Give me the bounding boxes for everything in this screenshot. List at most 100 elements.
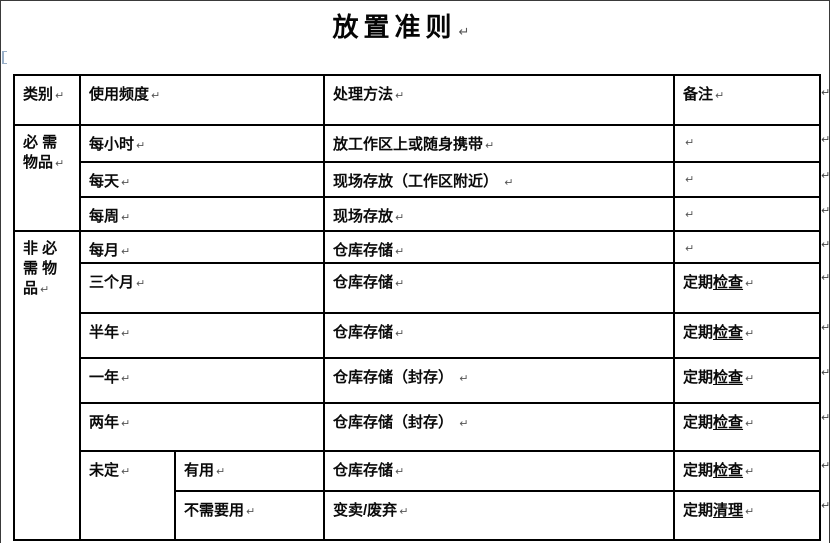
method-cell[interactable]: 仓库存储 ↵: [323, 312, 676, 359]
frequency-label: 每天: [89, 173, 120, 190]
frequency-cell[interactable]: 每周 ↵: [78, 196, 326, 232]
header-remark-label: 备注: [683, 86, 714, 103]
paragraph-mark-icon: ↵: [151, 90, 161, 102]
method-cell[interactable]: 变卖/废弃 ↵: [323, 490, 676, 541]
header-frequency-cell[interactable]: 使用频度 ↵: [78, 74, 326, 126]
remark-label-underlined: 检查: [713, 414, 744, 431]
frequency-cell[interactable]: 每月 ↵: [78, 230, 326, 264]
paragraph-mark-icon: ↵: [121, 246, 131, 258]
row-end-mark-icon: ↵: [821, 367, 830, 379]
method-cell[interactable]: 放工作区上或随身携带 ↵: [323, 124, 676, 163]
frequency-label: 半年: [89, 324, 120, 341]
table-row: 三个月 ↵ 仓库存储 ↵ 定期检查 ↵: [14, 262, 822, 314]
header-category-cell[interactable]: 类别 ↵: [13, 74, 81, 126]
header-method-cell[interactable]: 处理方法 ↵: [323, 74, 676, 126]
remark-cell[interactable]: 定期检查 ↵: [673, 262, 822, 314]
remark-label: 定期: [683, 274, 714, 291]
paragraph-mark-icon: ↵: [136, 140, 146, 152]
paragraph-mark-icon: ↵: [395, 246, 405, 258]
paragraph-mark-icon: ↵: [745, 373, 755, 385]
table-row: 不需要用 ↵ 变卖/废弃 ↵ 定期清理 ↵: [14, 490, 822, 541]
frequency-cell[interactable]: 半年 ↵: [78, 312, 326, 359]
row-end-mark-icon: ↵: [821, 322, 830, 334]
row-end-mark-icon: ↵: [821, 272, 830, 284]
frequency-undetermined-cell[interactable]: 未定 ↵: [79, 450, 176, 541]
paragraph-mark-icon: ↵: [685, 243, 695, 255]
subcondition-cell[interactable]: 不需要用 ↵: [173, 490, 326, 541]
method-label: 仓库存储（封存）: [333, 414, 454, 431]
text-cursor-mark: [2, 51, 7, 64]
remark-cell[interactable]: 定期检查 ↵: [673, 312, 822, 359]
method-label: 现场存放: [333, 208, 394, 225]
paragraph-mark-icon: ↵: [121, 212, 131, 224]
remark-cell[interactable]: ↵: [673, 196, 822, 232]
paragraph-mark-icon: ↵: [685, 137, 695, 149]
remark-label: 定期: [683, 502, 714, 519]
header-remark-cell[interactable]: 备注 ↵: [673, 74, 822, 126]
method-cell[interactable]: 仓库存储 ↵: [323, 450, 676, 492]
paragraph-mark-icon: ↵: [715, 90, 725, 102]
method-label: 仓库存储（封存）: [333, 369, 454, 386]
remark-label-underlined: 检查: [713, 274, 744, 291]
remark-label: 定期: [683, 324, 714, 341]
method-label: 仓库存储: [333, 324, 394, 341]
category-nonessential-cell[interactable]: 非 必 需 物 品 ↵: [13, 230, 81, 541]
method-cell[interactable]: 仓库存储 ↵: [323, 230, 676, 264]
row-end-mark-icon: ↵: [821, 87, 830, 99]
remark-label: 定期: [683, 369, 714, 386]
subcondition-cell[interactable]: 有用 ↵: [173, 450, 326, 492]
remark-label-underlined: 清理: [713, 502, 744, 519]
header-category-label: 类别: [23, 86, 54, 103]
paragraph-mark-icon: ↵: [745, 418, 755, 430]
category-essential-cell[interactable]: 必 需 物品 ↵: [13, 124, 81, 232]
row-end-mark-icon: ↵: [821, 205, 830, 217]
table-row: 两年 ↵ 仓库存储（封存） ↵ 定期检查 ↵: [14, 402, 822, 452]
remark-cell[interactable]: 定期检查 ↵: [673, 402, 822, 452]
method-cell[interactable]: 现场存放（工作区附近） ↵: [323, 161, 676, 198]
paragraph-mark-icon: ↵: [216, 466, 226, 478]
method-cell[interactable]: 仓库存储（封存） ↵: [323, 357, 676, 404]
remark-cell[interactable]: 定期清理 ↵: [673, 490, 822, 541]
header-frequency-label: 使用频度: [89, 86, 150, 103]
remark-label: 定期: [683, 414, 714, 431]
table-header-row: 类别 ↵ 使用频度 ↵ 处理方法 ↵ 备注 ↵: [13, 74, 822, 126]
paragraph-mark-icon: ↵: [121, 466, 131, 478]
method-label: 放工作区上或随身携带: [333, 136, 484, 153]
page-title[interactable]: 放置准则: [332, 12, 457, 42]
paragraph-mark-icon: ↵: [485, 140, 495, 152]
frequency-cell[interactable]: 一年 ↵: [78, 357, 326, 404]
row-end-mark-icon: ↵: [821, 460, 830, 472]
remark-label-underlined: 检查: [713, 462, 744, 479]
paragraph-mark-icon: ↵: [745, 328, 755, 340]
paragraph-mark-icon: ↵: [55, 158, 65, 170]
paragraph-mark-icon: ↵: [395, 328, 405, 340]
paragraph-mark-icon: ↵: [459, 373, 469, 385]
remark-cell[interactable]: ↵: [673, 230, 822, 264]
paragraph-mark-icon: ↵: [459, 418, 469, 430]
frequency-label: 每周: [89, 208, 120, 225]
paragraph-mark-icon: ↵: [121, 418, 131, 430]
method-cell[interactable]: 仓库存储（封存） ↵: [323, 402, 676, 452]
frequency-cell[interactable]: 每天 ↵: [78, 161, 326, 198]
table-row: 非 必 需 物 品 ↵ 每月 ↵ 仓库存储 ↵ ↵: [13, 230, 822, 541]
row-end-mark-icon: ↵: [821, 500, 830, 512]
remark-cell[interactable]: ↵: [673, 161, 822, 198]
remark-cell[interactable]: ↵: [673, 124, 822, 163]
method-cell[interactable]: 现场存放 ↵: [323, 196, 676, 232]
paragraph-mark-icon: ↵: [745, 466, 755, 478]
category-essential-label: 必 需 物品: [23, 134, 58, 171]
remark-cell[interactable]: 定期检查 ↵: [673, 357, 822, 404]
frequency-cell[interactable]: 三个月 ↵: [78, 262, 326, 314]
paragraph-mark-icon: ↵: [121, 373, 131, 385]
table-row: 未定 ↵ 有用 ↵ 仓库存储 ↵ 定期检查 ↵: [14, 450, 822, 541]
paragraph-mark-icon: ↵: [745, 278, 755, 290]
method-cell[interactable]: 仓库存储 ↵: [323, 262, 676, 314]
row-end-mark-icon: ↵: [821, 412, 830, 424]
frequency-cell[interactable]: 每小时 ↵: [78, 124, 326, 163]
table-row: 每天 ↵ 现场存放（工作区附近） ↵ ↵: [14, 161, 822, 198]
paragraph-mark-icon: ↵: [685, 174, 695, 186]
method-label: 仓库存储: [333, 242, 394, 259]
remark-cell[interactable]: 定期检查 ↵: [673, 450, 822, 492]
frequency-cell[interactable]: 两年 ↵: [78, 402, 326, 452]
